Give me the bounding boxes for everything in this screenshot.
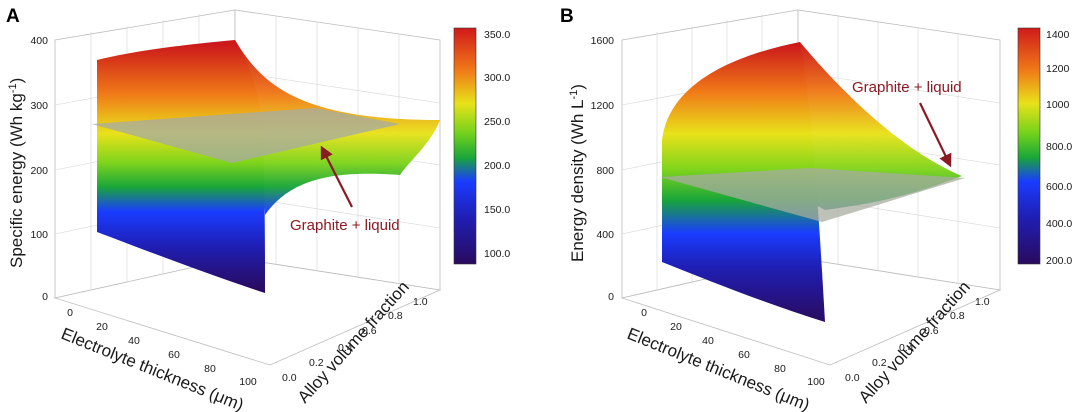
x-tick-labels-a: 0 20 40 60 80 100 [67,307,257,388]
y-tick: 1.0 [975,296,990,308]
colorbar-tick: 150.0 [484,204,510,216]
x-tick: 60 [738,349,750,361]
z-axis-label-b: Energy density (Wh L-1) [568,84,587,262]
panel-label-a: A [6,6,20,27]
z-tick: 400 [30,35,48,47]
colorbar-tick: 1400 [1046,29,1070,41]
z-tick: 0 [42,291,48,303]
x-tick: 60 [168,349,180,361]
colorbar-tick: 800.0 [1046,141,1072,153]
y-tick: 1.0 [413,296,428,308]
colorbar-tick: 400.0 [1046,218,1072,230]
y-tick: 0.8 [950,310,965,322]
y-tick: 0.2 [309,357,324,369]
colorbar-b [1017,27,1041,265]
y-tick: 0.6 [362,325,377,337]
panel-b: B Graphite + liquid 0 400 800 1200 1600 [560,6,1072,412]
z-tick: 400 [596,229,614,241]
surface-top-sheet [662,42,962,210]
colorbar-tick: 1200 [1046,63,1070,75]
colorbar-tick: 350.0 [484,29,510,41]
colorbar-tick: 300.0 [484,72,510,84]
z-tick: 800 [596,165,614,177]
floor [53,257,442,366]
z-tick: 300 [30,100,48,112]
colorbar-tick: 250.0 [484,116,510,128]
panel-label-b: B [560,6,574,27]
z-tick: 1600 [591,35,615,47]
colorbar-tick: 600.0 [1046,181,1072,193]
y-tick: 0.0 [845,372,860,384]
z-tick: 0 [608,291,614,303]
y-tick: 0.8 [388,310,403,322]
colorbar-a [453,27,477,265]
annotation-arrow-b [919,102,952,168]
x-tick: 80 [204,363,216,375]
panel-a: A Graphite + liquid 0 100 200 [6,6,510,412]
x-tick: 20 [670,321,682,333]
x-tick: 0 [67,307,73,319]
annotation-text-b: Graphite + liquid [852,79,962,96]
z-tick-labels-a: 0 100 200 300 400 [30,35,48,303]
y-tick: 0.6 [924,325,939,337]
colorbar-ticks-b: 1400 1200 1000 800.0 600.0 400.0 200.0 [1046,29,1072,267]
annotation-arrow-a [320,145,353,208]
z-tick: 1200 [591,100,615,112]
annotation-text-a: Graphite + liquid [290,217,400,234]
graphite-liquid-plane [660,168,965,222]
colorbar-ticks-a: 350.0 300.0 250.0 200.0 150.0 100.0 [484,29,510,260]
y-tick-labels-a: 0.0 0.2 0.4 0.6 0.8 1.0 [282,296,428,384]
colorbar-tick: 1000 [1046,99,1070,111]
z-axis-label-a: Specific energy (Wh kg-1) [7,78,26,268]
x-tick: 100 [239,376,257,388]
colorbar-tick: 100.0 [484,248,510,260]
y-tick: 0.4 [899,342,914,354]
z-tick-labels-b: 0 400 800 1200 1600 [591,35,615,303]
x-tick: 20 [96,321,108,333]
z-tick: 200 [30,165,48,177]
x-tick: 40 [702,335,714,347]
x-tick-labels-b: 0 20 40 60 80 100 [641,307,825,388]
z-tick: 100 [30,229,48,241]
y-tick-labels-b: 0.0 0.2 0.4 0.6 0.8 1.0 [845,296,990,384]
x-tick: 80 [774,363,786,375]
y-tick: 0.0 [282,372,297,384]
x-tick: 0 [641,307,647,319]
colorbar-tick: 200.0 [484,160,510,172]
x-tick: 100 [807,376,825,388]
y-tick: 0.2 [872,357,887,369]
x-tick: 40 [128,335,140,347]
graphite-liquid-plane [92,108,400,163]
colorbar-tick: 200.0 [1046,255,1072,267]
y-tick: 0.4 [338,342,353,354]
